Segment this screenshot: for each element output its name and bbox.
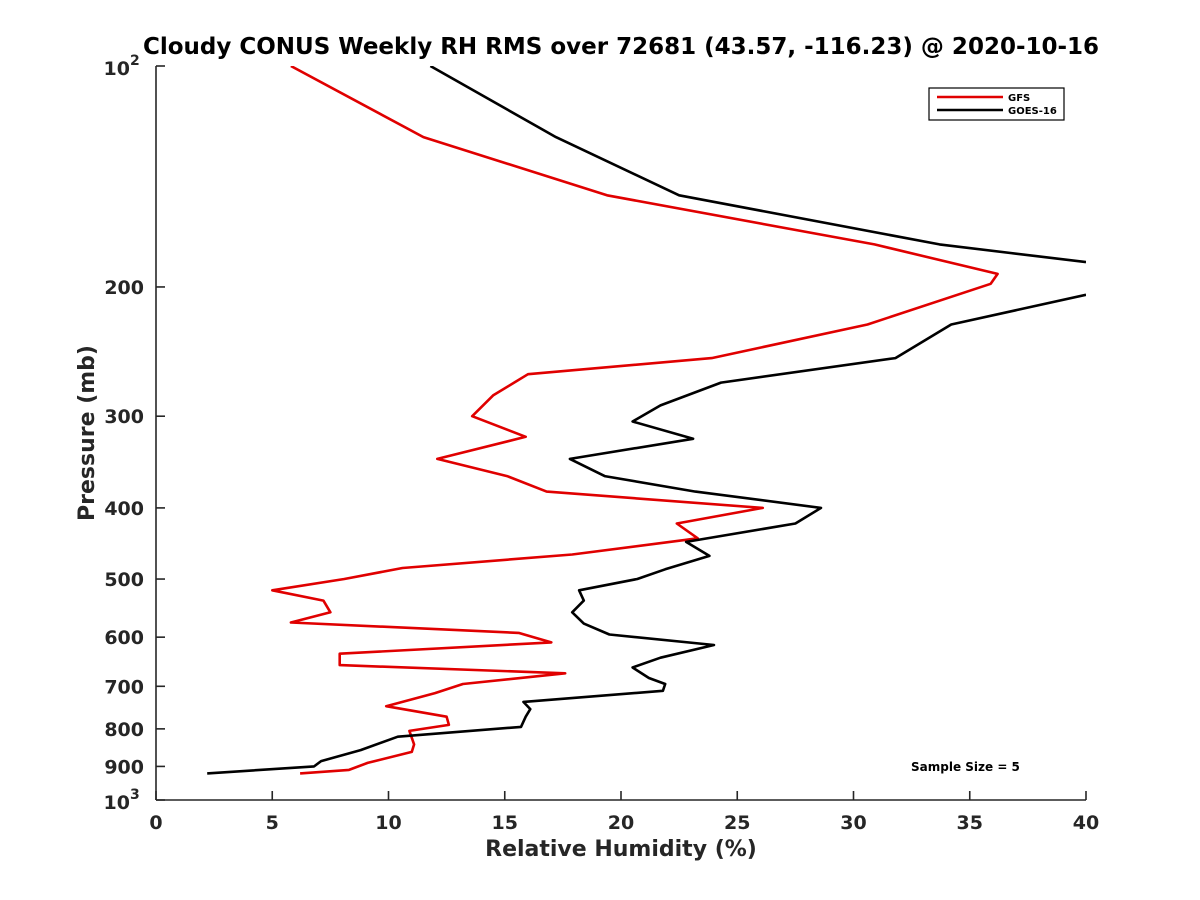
y-tick-label: 200 xyxy=(104,277,144,299)
series-line-gfs xyxy=(271,66,999,775)
y-tick-label-exponent: 2 xyxy=(130,53,140,69)
y-tick-label: 700 xyxy=(104,676,144,698)
y-tick-label: 600 xyxy=(104,627,144,649)
y-tick-label: 10 xyxy=(104,58,130,80)
y-tick-label: 10 xyxy=(104,792,130,814)
y-tick-label: 900 xyxy=(104,756,144,778)
x-tick-label: 20 xyxy=(608,812,634,834)
y-tick-label: 800 xyxy=(104,719,144,741)
x-tick-label: 0 xyxy=(149,812,162,834)
y-tick-label: 400 xyxy=(104,498,144,520)
x-tick-label: 30 xyxy=(840,812,866,834)
x-axis-label: Relative Humidity (%) xyxy=(485,837,757,862)
y-tick-label: 300 xyxy=(104,406,144,428)
x-tick-label: 10 xyxy=(375,812,401,834)
x-tick-label: 40 xyxy=(1073,812,1099,834)
y-axis-label: Pressure (mb) xyxy=(75,345,100,521)
x-tick-label: 35 xyxy=(957,812,983,834)
y-tick-label-exponent: 3 xyxy=(130,787,140,803)
sample-size-annotation: Sample Size = 5 xyxy=(911,760,1020,774)
legend-label-goes16: GOES-16 xyxy=(1008,106,1057,117)
series-line-goes16 xyxy=(207,66,1086,775)
plot-area xyxy=(207,66,1086,775)
x-tick-label: 15 xyxy=(492,812,518,834)
legend-box xyxy=(928,87,1065,121)
x-tick-label: 25 xyxy=(724,812,750,834)
legend-label-gfs: GFS xyxy=(1008,93,1030,104)
y-tick-label: 500 xyxy=(104,569,144,591)
legend: GFS GOES-16 xyxy=(928,87,1065,121)
x-axis: 0 5 10 15 20 25 30 35 40 xyxy=(149,791,1099,834)
chart-title: Cloudy CONUS Weekly RH RMS over 72681 (4… xyxy=(143,34,1099,60)
x-tick-label: 5 xyxy=(266,812,279,834)
